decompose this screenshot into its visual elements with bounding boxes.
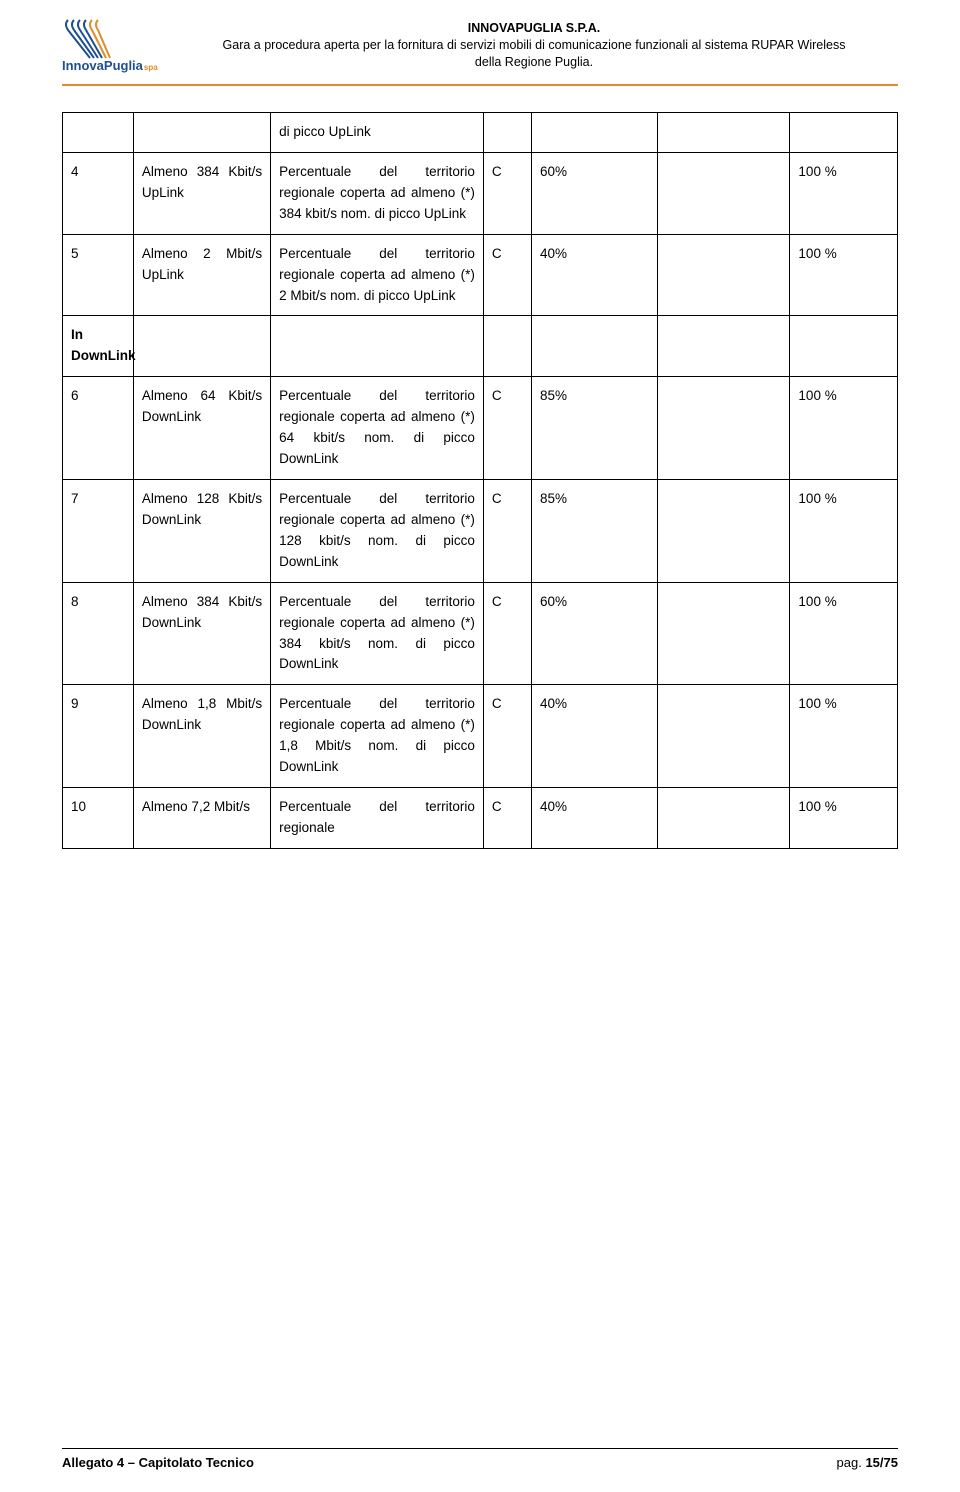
cell: Almeno 128 Kbit/s DownLink (133, 479, 270, 582)
page-footer: Allegato 4 – Capitolato Tecnico pag. 15/… (62, 1448, 898, 1470)
cell (657, 316, 790, 377)
cell: 9 (63, 685, 134, 788)
cell: 8 (63, 582, 134, 685)
cell: 40% (531, 685, 657, 788)
footer-page-label: pag. (837, 1455, 866, 1470)
cell (483, 113, 531, 153)
cell: 10 (63, 788, 134, 849)
table-row: 8 Almeno 384 Kbit/s DownLink Percentuale… (63, 582, 898, 685)
cell: 60% (531, 582, 657, 685)
cell: Percentuale del territorio regionale cop… (271, 582, 484, 685)
cell (63, 113, 134, 153)
table-row: 9 Almeno 1,8 Mbit/s DownLink Percentuale… (63, 685, 898, 788)
company-name: INNOVAPUGLIA S.P.A. (170, 20, 898, 37)
cell (657, 152, 790, 234)
cell: di picco UpLink (271, 113, 484, 153)
cell (657, 479, 790, 582)
table-row: 5 Almeno 2 Mbit/s UpLink Percentuale del… (63, 234, 898, 316)
cell: 100 % (790, 152, 898, 234)
cell (790, 316, 898, 377)
cell (531, 113, 657, 153)
cell: Almeno 2 Mbit/s UpLink (133, 234, 270, 316)
cell: Percentuale del territorio regionale cop… (271, 377, 484, 480)
cell (133, 113, 270, 153)
table-row: 10 Almeno 7,2 Mbit/s Percentuale del ter… (63, 788, 898, 849)
cell: In DownLink (63, 316, 134, 377)
cell (133, 316, 270, 377)
page: InnovaPugliaspa INNOVAPUGLIA S.P.A. Gara… (0, 0, 960, 1492)
footer-right: pag. 15/75 (837, 1455, 898, 1470)
cell (271, 316, 484, 377)
cell (657, 582, 790, 685)
cell: 85% (531, 479, 657, 582)
cell: 100 % (790, 788, 898, 849)
cell: C (483, 582, 531, 685)
cell: Percentuale del territorio regionale cop… (271, 152, 484, 234)
table-row: di picco UpLink (63, 113, 898, 153)
header-divider (62, 84, 898, 86)
cell: Almeno 384 Kbit/s DownLink (133, 582, 270, 685)
cell: 5 (63, 234, 134, 316)
header-line-2: della Regione Puglia. (170, 54, 898, 71)
cell: C (483, 479, 531, 582)
cell (483, 316, 531, 377)
cell: 85% (531, 377, 657, 480)
cell: 100 % (790, 685, 898, 788)
table-row: In DownLink (63, 316, 898, 377)
table-row: 4 Almeno 384 Kbit/s UpLink Percentuale d… (63, 152, 898, 234)
footer-row: Allegato 4 – Capitolato Tecnico pag. 15/… (62, 1455, 898, 1470)
logo: InnovaPugliaspa (62, 18, 160, 78)
cell: Almeno 1,8 Mbit/s DownLink (133, 685, 270, 788)
cell: 6 (63, 377, 134, 480)
cell: Percentuale del territorio regionale (271, 788, 484, 849)
cell (657, 113, 790, 153)
cell: Almeno 7,2 Mbit/s (133, 788, 270, 849)
header-line-1: Gara a procedura aperta per la fornitura… (170, 37, 898, 54)
logo-text: InnovaPugliaspa (62, 58, 158, 73)
cell (657, 234, 790, 316)
footer-page-value: 15/75 (865, 1455, 898, 1470)
cell: 4 (63, 152, 134, 234)
cell: Percentuale del territorio regionale cop… (271, 685, 484, 788)
cell: 100 % (790, 377, 898, 480)
page-header: InnovaPugliaspa INNOVAPUGLIA S.P.A. Gara… (62, 18, 898, 78)
cell: C (483, 234, 531, 316)
cell: Percentuale del territorio regionale cop… (271, 479, 484, 582)
cell: C (483, 377, 531, 480)
footer-divider (62, 1448, 898, 1449)
cell (531, 316, 657, 377)
cell: Almeno 384 Kbit/s UpLink (133, 152, 270, 234)
cell: C (483, 788, 531, 849)
cell: Percentuale del territorio regionale cop… (271, 234, 484, 316)
table-row: 7 Almeno 128 Kbit/s DownLink Percentuale… (63, 479, 898, 582)
cell (790, 113, 898, 153)
cell: 40% (531, 788, 657, 849)
cell: 40% (531, 234, 657, 316)
footer-left: Allegato 4 – Capitolato Tecnico (62, 1455, 254, 1470)
cell: 100 % (790, 234, 898, 316)
cell: 60% (531, 152, 657, 234)
table-body: di picco UpLink 4 Almeno 384 Kbit/s UpLi… (63, 113, 898, 849)
cell: 100 % (790, 582, 898, 685)
cell (657, 377, 790, 480)
cell (657, 788, 790, 849)
spec-table: di picco UpLink 4 Almeno 384 Kbit/s UpLi… (62, 112, 898, 849)
cell: Almeno 64 Kbit/s DownLink (133, 377, 270, 480)
table-row: 6 Almeno 64 Kbit/s DownLink Percentuale … (63, 377, 898, 480)
cell: C (483, 685, 531, 788)
logo-icon: InnovaPugliaspa (62, 18, 160, 78)
cell: 7 (63, 479, 134, 582)
cell: C (483, 152, 531, 234)
header-text: INNOVAPUGLIA S.P.A. Gara a procedura ape… (170, 18, 898, 71)
cell: 100 % (790, 479, 898, 582)
cell (657, 685, 790, 788)
